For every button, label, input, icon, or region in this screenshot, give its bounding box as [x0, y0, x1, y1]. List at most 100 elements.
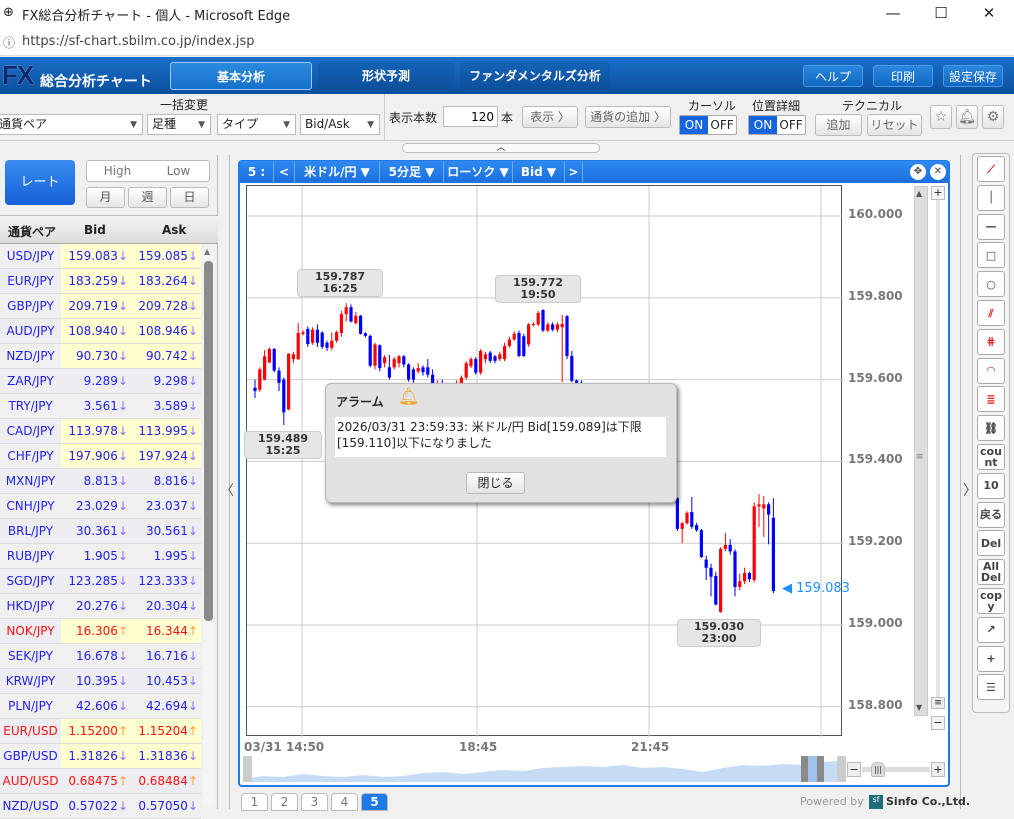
- alarm-close-button[interactable]: 閉じる: [466, 472, 525, 494]
- bid-value[interactable]: 1.905↓: [61, 544, 131, 568]
- bid-value[interactable]: 20.276↓: [61, 594, 131, 618]
- move-window-icon[interactable]: ✥: [910, 164, 926, 180]
- zoom-out-price-button[interactable]: −: [931, 716, 945, 730]
- ask-value[interactable]: 0.57050↓: [131, 794, 201, 818]
- ask-value[interactable]: 1.31836↓: [131, 744, 201, 768]
- candle-count-icon[interactable]: 10: [977, 472, 1005, 499]
- ask-value[interactable]: 159.085↓: [131, 244, 201, 268]
- address-bar[interactable]: ⓘ https://sf-chart.sbilm.co.jp/index.jsp: [0, 28, 1014, 56]
- copy-icon[interactable]: copy: [977, 588, 1005, 614]
- time-zoom-slider[interactable]: [862, 767, 930, 772]
- ask-value[interactable]: 183.264↓: [131, 269, 201, 293]
- ask-value[interactable]: 1.995↓: [131, 544, 201, 568]
- page-tab-5[interactable]: 5: [361, 793, 388, 811]
- prev-chart-button[interactable]: <: [274, 161, 295, 183]
- bid-value[interactable]: 0.68475↑: [61, 769, 131, 793]
- currency-pair-select[interactable]: 通貨ペア ▼: [0, 114, 143, 135]
- trendline-icon[interactable]: ⟋: [977, 156, 1005, 182]
- ask-value[interactable]: 0.68484↑: [131, 769, 201, 793]
- arrow-icon[interactable]: ↗: [977, 616, 1005, 643]
- ask-value[interactable]: 16.716↓: [131, 644, 201, 668]
- tab-basic-analysis[interactable]: 基本分析: [170, 62, 312, 90]
- bid-ask-select[interactable]: Bid/Ask ▼: [300, 114, 380, 135]
- rate-row[interactable]: SGD/JPY 123.285↓ 123.333↓: [0, 569, 201, 594]
- ask-value[interactable]: 8.816↓: [131, 469, 201, 493]
- rate-row[interactable]: USD/JPY 159.083↓ 159.085↓: [0, 244, 201, 269]
- page-tab-3[interactable]: 3: [301, 793, 328, 811]
- rate-row[interactable]: NOK/JPY 16.306↑ 16.344↑: [0, 619, 201, 644]
- circle-icon[interactable]: ○: [977, 271, 1005, 298]
- site-info-icon[interactable]: ⓘ: [3, 36, 16, 50]
- rate-row[interactable]: BRL/JPY 30.361↓ 30.561↓: [0, 519, 201, 544]
- bid-value[interactable]: 3.561↓: [61, 394, 131, 418]
- bid-value[interactable]: 1.31826↓: [61, 744, 131, 768]
- symbol-dropdown[interactable]: 米ドル/円 ▼: [295, 161, 380, 183]
- print-button[interactable]: 印刷: [873, 65, 933, 87]
- time-zoom-handle[interactable]: |||: [871, 762, 885, 777]
- url-text[interactable]: https://sf-chart.sbilm.co.jp/index.jsp: [22, 34, 255, 49]
- rate-row[interactable]: PLN/JPY 42.606↓ 42.694↓: [0, 694, 201, 719]
- bid-value[interactable]: 10.395↓: [61, 669, 131, 693]
- period-day-button[interactable]: 日: [170, 187, 209, 208]
- ask-value[interactable]: 1.15204↑: [131, 719, 201, 743]
- tab-pattern-prediction[interactable]: 形状予測: [318, 62, 454, 90]
- fibonacci-arc-icon[interactable]: ◠: [977, 357, 1005, 384]
- rate-table-scrollbar[interactable]: ▲: [203, 247, 214, 807]
- bid-value[interactable]: 8.813↓: [61, 469, 131, 493]
- bell-icon[interactable]: 🔔︎: [956, 105, 978, 129]
- rate-row[interactable]: TRY/JPY 3.561↓ 3.589↓: [0, 394, 201, 419]
- price-zoom-slider[interactable]: [936, 200, 940, 700]
- back-icon[interactable]: 戻る: [977, 501, 1005, 528]
- rate-row[interactable]: CNH/JPY 23.029↓ 23.037↓: [0, 494, 201, 519]
- tab-fundamentals[interactable]: ファンダメンタルズ分析: [460, 62, 610, 90]
- rate-row[interactable]: KRW/JPY 10.395↓ 10.453↓: [0, 669, 201, 694]
- scrollbar-thumb[interactable]: [204, 261, 213, 621]
- period-week-button[interactable]: 週: [128, 187, 167, 208]
- rate-button[interactable]: レート: [5, 160, 75, 205]
- ask-value[interactable]: 9.298↓: [131, 369, 201, 393]
- rate-row[interactable]: NZD/USD 0.57022↓ 0.57050↓: [0, 794, 201, 819]
- scroll-grip-icon[interactable]: ≡: [916, 452, 924, 462]
- ask-value[interactable]: 197.924↓: [131, 444, 201, 468]
- rate-row[interactable]: HKD/JPY 20.276↓ 20.304↓: [0, 594, 201, 619]
- rate-row[interactable]: EUR/JPY 183.259↓ 183.264↓: [0, 269, 201, 294]
- technical-reset-button[interactable]: リセット: [867, 114, 922, 136]
- navigator-window-left-grip[interactable]: [801, 756, 808, 782]
- time-navigator[interactable]: [243, 756, 846, 782]
- page-tab-2[interactable]: 2: [271, 793, 298, 811]
- gann-icon[interactable]: ⋕: [977, 328, 1005, 355]
- bid-value[interactable]: 108.940↓: [61, 319, 131, 343]
- bid-value[interactable]: 90.730↓: [61, 344, 131, 368]
- page-tab-1[interactable]: 1: [241, 793, 268, 811]
- bid-value[interactable]: 197.906↓: [61, 444, 131, 468]
- high-low-toggle[interactable]: High Low: [86, 160, 210, 182]
- navigator-right-handle[interactable]: [837, 756, 846, 782]
- ask-value[interactable]: 113.995↓: [131, 419, 201, 443]
- zoom-in-price-button[interactable]: +: [931, 186, 945, 200]
- star-icon[interactable]: ☆: [930, 105, 952, 129]
- period-month-button[interactable]: 月: [86, 187, 125, 208]
- scroll-up-icon[interactable]: ▲: [204, 247, 211, 256]
- minimize-button[interactable]: —: [885, 4, 901, 22]
- bar-type-select[interactable]: 足種 ▼: [147, 114, 211, 135]
- high-option[interactable]: High: [103, 164, 132, 178]
- ask-value[interactable]: 30.561↓: [131, 519, 201, 543]
- price-zoom-handle[interactable]: ≡: [931, 697, 945, 709]
- delete-all-icon[interactable]: All Del: [977, 559, 1005, 586]
- rate-row[interactable]: CHF/JPY 197.906↓ 197.924↓: [0, 444, 201, 469]
- bid-value[interactable]: 123.285↓: [61, 569, 131, 593]
- fibonacci-fan-icon[interactable]: ⫽: [977, 300, 1005, 326]
- bid-value[interactable]: 183.259↓: [61, 269, 131, 293]
- chain-icon[interactable]: ⛓: [977, 415, 1005, 442]
- page-tab-4[interactable]: 4: [331, 793, 358, 811]
- save-settings-button[interactable]: 設定保存: [943, 65, 1003, 87]
- ask-value[interactable]: 3.589↓: [131, 394, 201, 418]
- maximize-button[interactable]: ☐: [934, 4, 948, 22]
- rate-row[interactable]: SEK/JPY 16.678↓ 16.716↓: [0, 644, 201, 669]
- ask-value[interactable]: 123.333↓: [131, 569, 201, 593]
- zoom-out-time-button[interactable]: −: [847, 762, 861, 777]
- ask-value[interactable]: 16.344↑: [131, 619, 201, 643]
- bid-value[interactable]: 30.361↓: [61, 519, 131, 543]
- vertical-line-icon[interactable]: │: [977, 184, 1005, 211]
- add-currency-button[interactable]: 通貨の追加 〉: [585, 106, 671, 128]
